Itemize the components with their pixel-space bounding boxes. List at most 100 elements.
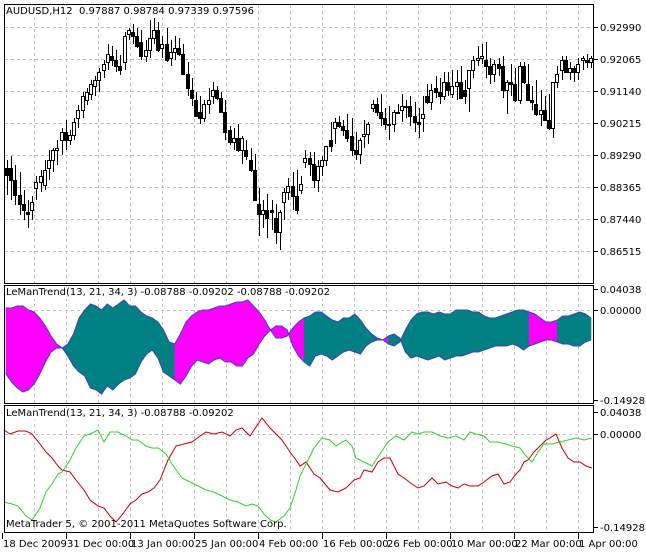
histogram-segment [421,311,429,361]
candle [316,160,320,192]
time-label: 13 Jan 00:00 [131,539,194,550]
histogram-segment [90,303,97,391]
candle [202,100,206,122]
candle [257,188,261,236]
candle [299,176,303,194]
candle [576,58,580,80]
candle [387,106,391,140]
candle [312,152,316,188]
candle [518,62,522,104]
candle [131,24,135,44]
histogram-segment [315,311,322,357]
histogram-segment [202,309,209,365]
histogram-segment [450,309,457,359]
candle [211,82,215,104]
indicator1-label: 0.00000 [600,306,641,317]
candle [522,62,526,84]
candle [186,62,190,96]
candle [215,86,219,100]
indicator2-label: 0.04038 [600,408,641,419]
candle [337,116,341,128]
candle [89,80,93,100]
candle [446,72,450,96]
histogram-segment [354,313,361,355]
price-label: 0.92065 [600,55,641,66]
candle [270,200,274,230]
candle [34,176,38,200]
candle [265,194,269,238]
candle [333,118,337,144]
candle [236,124,240,152]
candle [581,56,585,70]
histogram-segment [483,315,491,351]
histogram-segment [495,315,502,347]
time-label: 22 Mar 00:00 [515,539,582,550]
candle [329,122,333,152]
candle [123,32,127,70]
candle [76,105,80,128]
histogram-segment [129,305,136,379]
candle [64,120,68,150]
candle [295,170,299,214]
candle [72,118,76,140]
indicator2-label: -0.14928 [600,523,645,534]
candle [480,44,484,64]
histogram-segment [556,315,564,345]
candle [291,172,295,210]
indicator2-title: LeManTrend(13, 21, 34, 3) -0.08788 -0.09… [6,408,234,420]
time-label: 10 Mar 00:00 [451,539,518,550]
candle [476,46,480,66]
histogram-segment [416,311,423,359]
histogram-segment [433,311,440,359]
candle [18,172,22,215]
candle [13,165,17,205]
candle [396,104,400,114]
indicator2-panel-frame [4,405,594,533]
histogram-segment [247,299,254,359]
histogram-segment [337,317,344,357]
candle [118,55,122,75]
candle [51,148,55,172]
candle [139,30,143,60]
copyright-text: MetaTrader 5, © 2001-2011 MetaQuotes Sof… [6,519,287,530]
candle [324,146,328,166]
candle [55,140,59,165]
candle [127,28,131,40]
histogram-segment [517,309,524,351]
price-axis[interactable]: 0.92990 0.92065 0.91140 0.90215 0.89290 0.883… [594,23,645,534]
candle [547,94,551,130]
candle [450,70,454,98]
candle [190,78,194,106]
histogram-segment [146,315,153,355]
candle [526,64,530,101]
candle [543,96,547,121]
candle [261,200,265,228]
histogram-segment [241,299,249,367]
candle [366,122,370,144]
candle [589,56,593,68]
candle [354,132,358,160]
candle [26,200,30,228]
candle [240,136,244,164]
histogram-segment [213,305,221,361]
candle [232,128,236,150]
price-label: 0.91140 [600,87,641,98]
candle [68,130,72,145]
histogram-segment [568,313,575,347]
indicator2-label: 0.00000 [600,430,641,441]
candle [513,68,517,102]
candle [39,170,43,192]
candle [379,94,383,126]
histogram-segment [101,303,108,395]
candle [228,126,232,145]
candle [484,42,488,78]
candle [568,62,572,80]
candle [497,58,501,76]
candle [413,102,417,132]
candle [165,28,169,62]
candle [81,92,85,118]
price-label: 0.88365 [600,183,641,194]
histogram-segment [28,309,35,391]
